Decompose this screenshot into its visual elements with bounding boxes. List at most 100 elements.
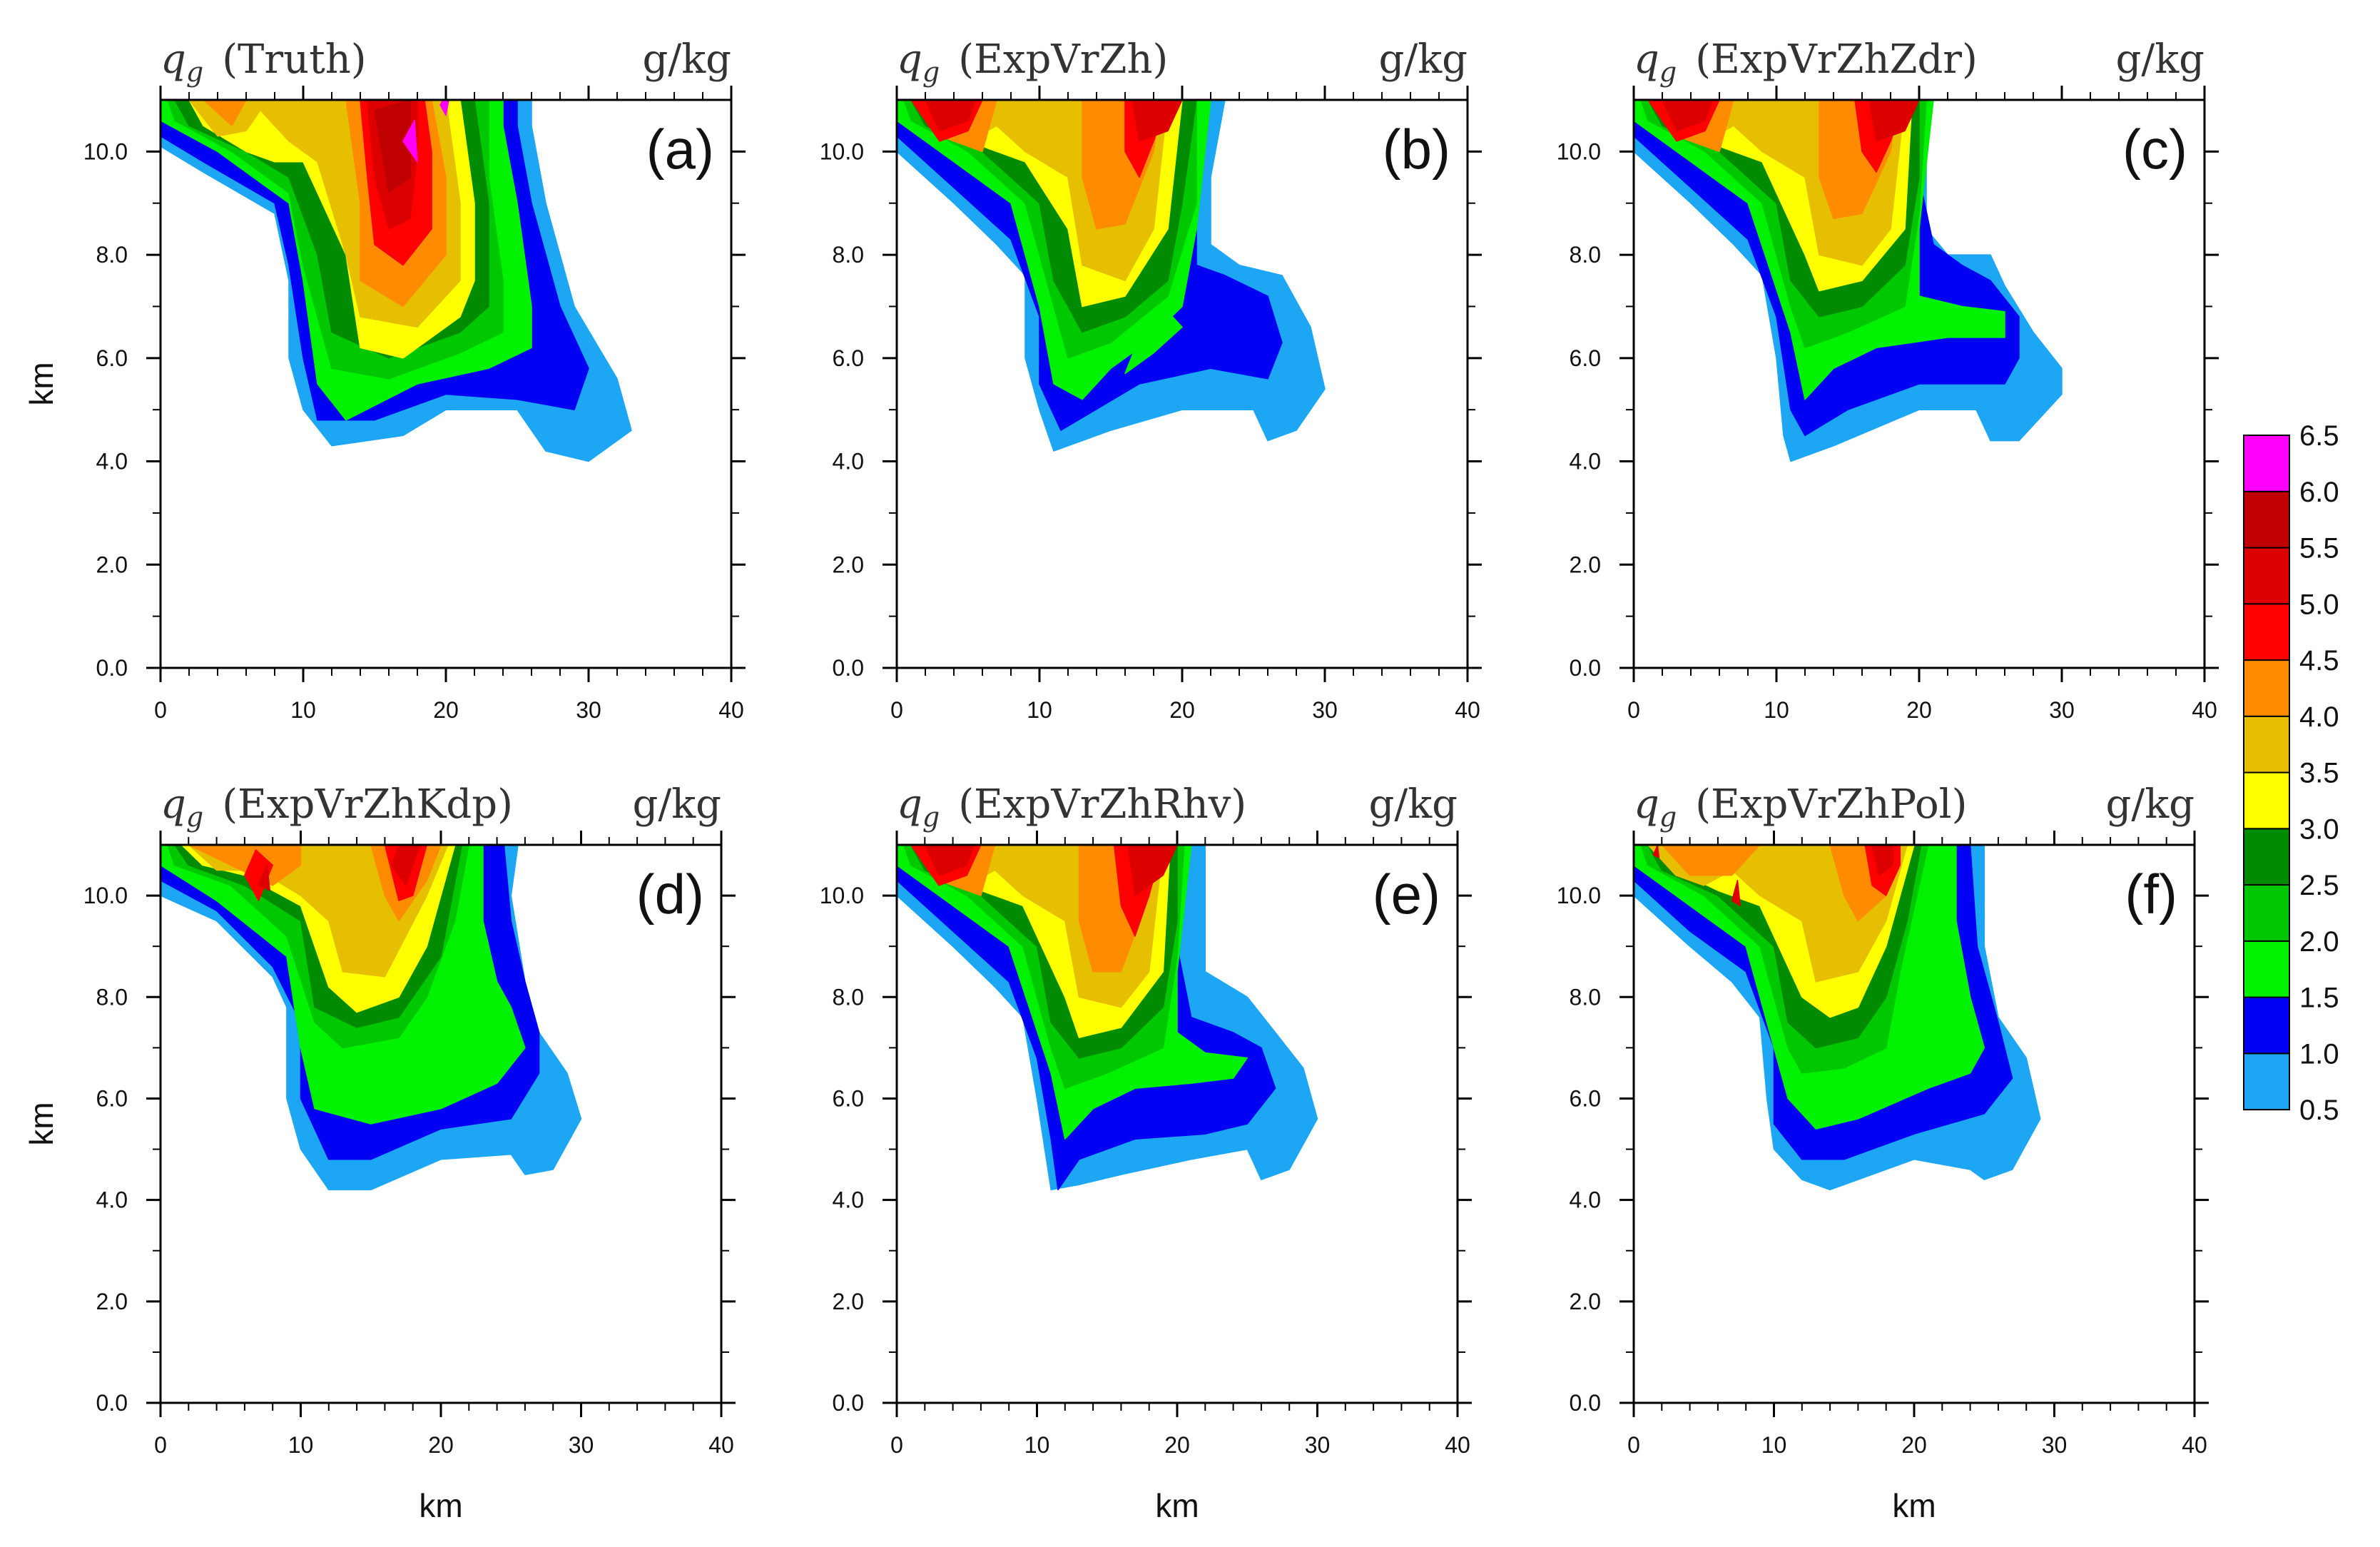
y-tick-label: 4.0 [1570, 449, 1601, 475]
y-tick-label: 10.0 [820, 883, 864, 908]
contour-region-4.5 [244, 849, 273, 901]
y-tick-label: 0.0 [833, 655, 864, 681]
colorbar-tick-label: 2.0 [2299, 926, 2339, 958]
panel-e: 0 10 20 30 40 0.0 2.0 4.0 6.0 8.0 10.0 qg (ExpVrZhRh… [820, 781, 1472, 1524]
y-tick-label: 0.0 [96, 1390, 128, 1416]
y-tick-label: 6.0 [96, 1085, 128, 1111]
colorbar-tick-label: 6.0 [2299, 477, 2339, 508]
colorbar-swatch [2243, 828, 2290, 886]
x-tick-label: 10 [1764, 697, 1789, 723]
colorbar-swatch [2243, 996, 2290, 1055]
contour-region-5.0 [1662, 100, 1713, 132]
panel-letter: (e) [1373, 863, 1440, 925]
y-tick-label: 4.0 [96, 1187, 128, 1213]
contour-region-4.0 [188, 845, 302, 886]
contour-region-5.0 [258, 864, 271, 891]
panel-units: g/kg [1379, 36, 1468, 83]
y-tick-label: 10.0 [83, 138, 128, 164]
colorbar-tick-label: 1.5 [2299, 983, 2339, 1014]
y-tick-label: 10.0 [83, 883, 128, 908]
colorbar-tick-label: 4.5 [2299, 645, 2339, 676]
x-tick-label: 0 [890, 697, 903, 723]
colorbar-tick-label: 3.0 [2299, 813, 2339, 845]
panel-units: g/kg [1369, 781, 1458, 828]
colorbar-swatch [2243, 659, 2290, 717]
panel-title: qg (ExpVrZhRhv) [897, 781, 1246, 833]
panel-title: qg (ExpVrZhZdr) [1634, 36, 1978, 88]
y-tick-label: 2.0 [1570, 1289, 1601, 1314]
y-tick-label: 2.0 [96, 1289, 128, 1314]
panel-letter: (f) [2125, 863, 2177, 925]
x-axis-label: km [1155, 1487, 1199, 1524]
x-tick-label: 0 [1627, 697, 1640, 723]
contour-region-6.0 [439, 100, 449, 116]
panel-a: 0 10 20 30 40 0.0 2.0 4.0 6.0 8.0 10.0 qg (Truth) g/k… [23, 36, 746, 723]
y-tick-label: 2.0 [1570, 552, 1601, 577]
y-tick-label: 2.0 [833, 552, 864, 577]
panel-d: 0 10 20 30 40 0.0 2.0 4.0 6.0 8.0 10.0 qg (ExpVrZhKd… [23, 781, 736, 1524]
shaded-field [897, 845, 1458, 1403]
y-tick-label: 0.0 [1570, 655, 1601, 681]
contour-region-6.0 [402, 120, 418, 163]
panel-title: qg (Truth) [161, 36, 367, 88]
x-tick-label: 40 [1445, 1432, 1470, 1458]
x-tick-label: 20 [1164, 1432, 1190, 1458]
colorbar-tick-label: 6.5 [2299, 420, 2339, 452]
x-tick-label: 40 [2182, 1432, 2207, 1458]
y-tick-label: 8.0 [833, 984, 864, 1010]
y-tick-label: 10.0 [820, 138, 864, 164]
x-tick-label: 0 [890, 1432, 903, 1458]
y-tick-label: 2.0 [833, 1289, 864, 1314]
shaded-field [897, 100, 1468, 668]
colorbar: 0.5 1.0 1.5 2.0 2.5 3.0 3.5 4.0 4.5 5.0 5.5 6.0 6.5 [2243, 420, 2339, 1126]
y-tick-label: 4.0 [833, 1187, 864, 1213]
x-tick-label: 40 [708, 1432, 734, 1458]
y-tick-label: 0.0 [1570, 1390, 1601, 1416]
x-tick-label: 40 [2192, 697, 2217, 723]
x-tick-label: 10 [1024, 1432, 1050, 1458]
y-tick-label: 6.0 [833, 1085, 864, 1111]
x-axis-label: km [1892, 1487, 1936, 1524]
x-tick-label: 0 [154, 697, 167, 723]
colorbar-tick-label: 5.0 [2299, 589, 2339, 620]
contour-region-5.0 [925, 100, 976, 132]
colorbar-swatch [2243, 771, 2290, 830]
colorbar-swatch [2243, 884, 2290, 942]
x-tick-label: 40 [1455, 697, 1480, 723]
colorbar-swatch [2243, 547, 2290, 605]
colorbar-tick-label: 4.0 [2299, 701, 2339, 733]
panel-letter: (d) [636, 863, 704, 925]
colorbar-swatch [2243, 1053, 2290, 1111]
shaded-field [161, 100, 731, 668]
y-tick-label: 8.0 [833, 242, 864, 268]
panel-b: 0 10 20 30 40 0.0 2.0 4.0 6.0 8.0 10.0 qg (ExpVrZh) g… [820, 36, 1482, 723]
panel-units: g/kg [643, 36, 732, 83]
contour-region-1.5 [1124, 310, 1183, 375]
y-tick-label: 10.0 [1557, 138, 1601, 164]
contour-region-5.0 [1871, 845, 1894, 876]
y-tick-label: 6.0 [1570, 345, 1601, 371]
contour-region-5.0 [391, 845, 421, 886]
contour-region-5.0 [1868, 100, 1920, 142]
colorbar-swatch [2243, 490, 2290, 549]
x-tick-label: 30 [1312, 697, 1338, 723]
x-tick-label: 0 [154, 1432, 167, 1458]
panel-units: g/kg [633, 781, 722, 828]
shaded-field [161, 845, 721, 1403]
shaded-field [1634, 100, 2204, 668]
panel-letter: (a) [646, 118, 714, 181]
contour-region-5.0 [924, 845, 975, 876]
y-tick-label: 6.0 [1570, 1085, 1601, 1111]
colorbar-tick-label: 3.5 [2299, 758, 2339, 789]
colorbar-tick-label: 5.5 [2299, 533, 2339, 564]
panel-title: qg (ExpVrZhKdp) [161, 781, 513, 833]
x-axis-label: km [419, 1487, 462, 1524]
contour-region-5.0 [1731, 880, 1741, 907]
x-tick-label: 10 [1761, 1432, 1787, 1458]
panel-letter: (c) [2122, 118, 2187, 181]
x-tick-label: 30 [2042, 1432, 2068, 1458]
x-tick-label: 10 [288, 1432, 314, 1458]
x-tick-label: 20 [1906, 697, 1932, 723]
y-axis-label: km [23, 362, 60, 405]
contour-region-5.5 [374, 100, 411, 194]
